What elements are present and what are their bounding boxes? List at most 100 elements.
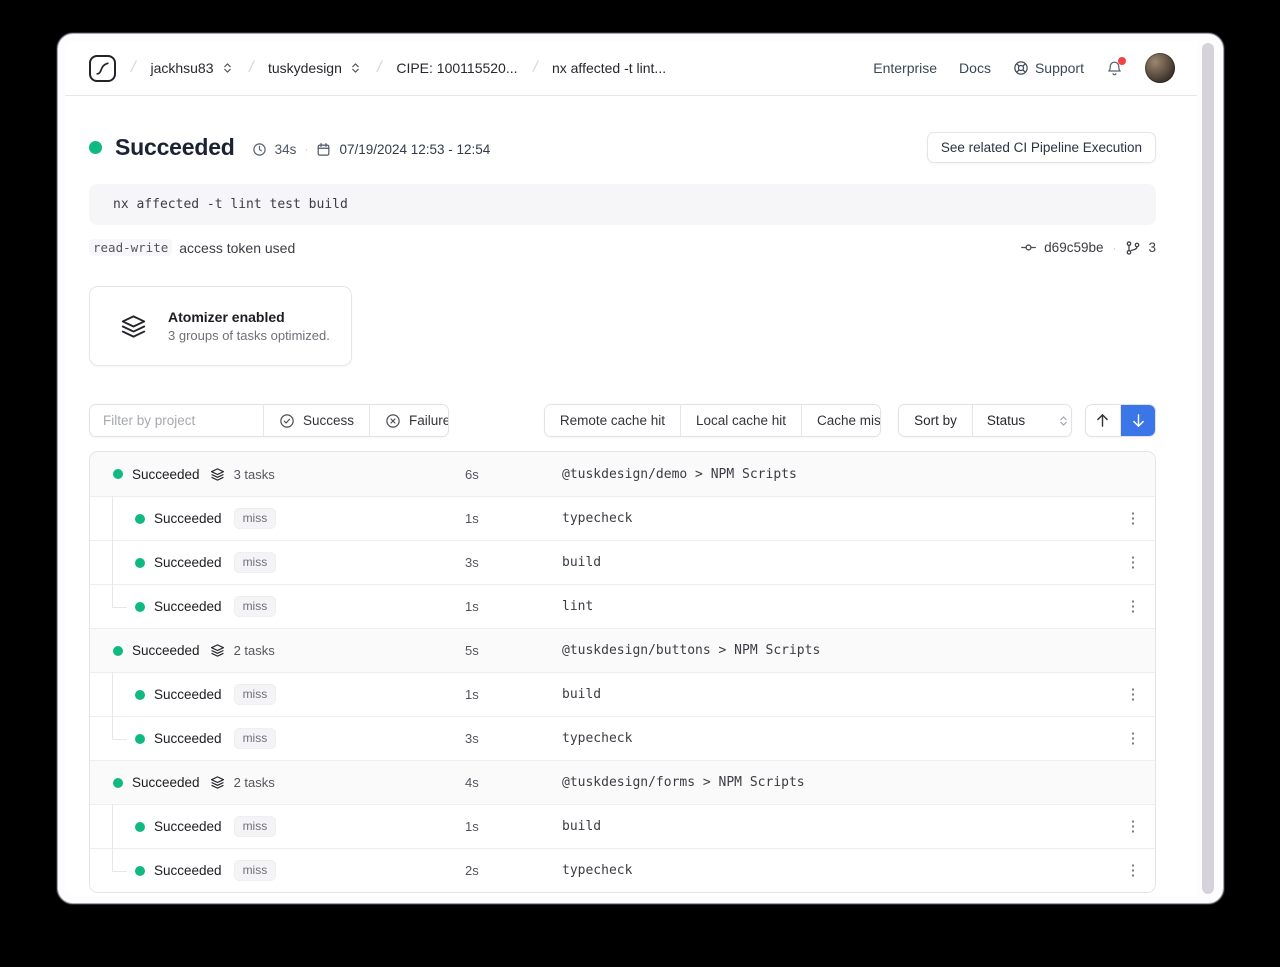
sort-ascending-button[interactable] <box>1086 405 1121 436</box>
status-label: Succeeded <box>154 511 222 526</box>
status-dot <box>135 513 145 524</box>
atomizer-title: Atomizer enabled <box>168 309 285 325</box>
row-menu-button[interactable]: ⋮ <box>1125 598 1141 615</box>
nav-link-support[interactable]: Support <box>1013 60 1084 76</box>
status-label: Succeeded <box>132 643 200 658</box>
row-menu-button[interactable]: ⋮ <box>1125 510 1141 527</box>
task-name: build <box>562 687 602 702</box>
breadcrumb-workspace-selector[interactable]: tuskydesign <box>268 60 362 76</box>
breadcrumb-cipe[interactable]: CIPE: 100115520... <box>396 60 517 76</box>
status-label: Succeeded <box>132 466 200 482</box>
row-menu-button[interactable]: ⋮ <box>1125 862 1141 879</box>
filter-cache-miss-button[interactable]: Cache miss <box>801 405 881 436</box>
app-content: / jackhsu83 / tuskydesign / CIPE: 100115… <box>65 41 1197 896</box>
tasks-count: 2 tasks <box>233 775 275 790</box>
status-dot <box>89 141 102 154</box>
task-row[interactable]: Succeeded miss 3s build ⋮ <box>90 540 1155 584</box>
row-menu-button[interactable]: ⋮ <box>1125 730 1141 747</box>
status-dot <box>113 777 123 788</box>
task-row[interactable]: Succeeded miss 1s build ⋮ <box>90 672 1155 716</box>
row-menu-button[interactable]: ⋮ <box>1125 686 1141 703</box>
filter-project-input[interactable] <box>90 405 263 436</box>
lifebuoy-icon <box>1014 61 1028 75</box>
breadcrumb-run[interactable]: nx affected -t lint... <box>552 60 666 76</box>
token-scope-chip: read-write <box>89 239 173 256</box>
task-row[interactable]: Succeeded miss 1s lint ⋮ <box>90 584 1155 628</box>
layers-icon <box>121 314 146 338</box>
arrow-up-icon <box>1097 414 1109 427</box>
task-duration: 3s <box>465 555 479 570</box>
task-name: lint <box>562 599 594 614</box>
run-date-range: 07/19/2024 12:53 - 12:54 <box>339 141 491 157</box>
layers-icon <box>210 776 224 789</box>
task-list: Succeeded 3 tasks 6s @tuskdesign/demo > … <box>89 451 1156 893</box>
commit-sha[interactable]: d69c59be <box>1044 240 1104 255</box>
nav-link-docs[interactable]: Docs <box>959 60 991 76</box>
group-project: @tuskdesign/demo > NPM Scripts <box>562 466 797 482</box>
clock-icon <box>252 142 266 156</box>
group-duration: 5s <box>465 643 479 658</box>
task-name: typecheck <box>562 731 633 746</box>
see-related-cipe-button[interactable]: See related CI Pipeline Execution <box>926 132 1156 163</box>
task-duration: 1s <box>465 599 479 614</box>
check-circle-icon <box>280 413 294 428</box>
filter-local-cache-hit-button[interactable]: Local cache hit <box>679 405 802 436</box>
filter-bar: Success Failures Remote cache hit Local … <box>89 404 1156 437</box>
sort-descending-button[interactable] <box>1120 405 1155 436</box>
group-project: @tuskdesign/buttons > NPM Scripts <box>562 643 821 658</box>
tasks-count: 3 tasks <box>233 466 275 482</box>
filter-failures-button[interactable]: Failures <box>369 405 449 436</box>
filter-remote-cache-hit-button[interactable]: Remote cache hit <box>544 405 680 436</box>
breadcrumb-divider: / <box>129 59 138 76</box>
nav-link-support-label: Support <box>1034 60 1084 76</box>
row-menu-button[interactable]: ⋮ <box>1125 554 1141 571</box>
task-duration: 3s <box>465 731 479 746</box>
filter-success-label: Success <box>303 413 355 428</box>
sort-by-label: Sort by <box>899 405 972 436</box>
task-row[interactable]: Succeeded miss 1s typecheck ⋮ <box>90 496 1155 540</box>
cache-status-badge: miss <box>233 508 277 529</box>
task-duration: 2s <box>465 863 479 878</box>
breadcrumb-divider: / <box>530 59 539 76</box>
breadcrumb-divider: / <box>375 59 384 76</box>
breadcrumb-divider: / <box>246 59 255 76</box>
task-group-row[interactable]: Succeeded 2 tasks 4s @tuskdesign/forms >… <box>90 760 1155 804</box>
top-nav: / jackhsu83 / tuskydesign / CIPE: 100115… <box>65 41 1197 96</box>
breadcrumb-cipe-label: CIPE: 100115520... <box>396 60 518 76</box>
user-avatar[interactable] <box>1145 53 1175 83</box>
row-menu-button[interactable]: ⋮ <box>1125 818 1141 835</box>
task-group-row[interactable]: Succeeded 2 tasks 5s @tuskdesign/buttons… <box>90 628 1155 672</box>
filter-success-button[interactable]: Success <box>263 405 370 436</box>
scrollbar[interactable] <box>1202 43 1214 894</box>
nx-cloud-logo-icon[interactable] <box>89 54 116 82</box>
nav-link-enterprise[interactable]: Enterprise <box>873 60 938 76</box>
task-row[interactable]: Succeeded miss 2s typecheck ⋮ <box>90 848 1155 892</box>
command-block: nx affected -t lint test build <box>89 184 1156 225</box>
task-name: build <box>562 819 602 834</box>
run-status-header: Succeeded 34s · 07/19/2024 12:53 - 12:54… <box>89 132 1156 163</box>
notifications-button[interactable] <box>1106 56 1126 77</box>
task-row[interactable]: Succeeded miss 1s build ⋮ <box>90 804 1155 848</box>
git-commit-icon <box>1021 244 1037 251</box>
task-row[interactable]: Succeeded miss 3s typecheck ⋮ <box>90 716 1155 760</box>
main-content: Succeeded 34s · 07/19/2024 12:53 - 12:54… <box>65 132 1197 893</box>
layers-icon <box>210 467 224 481</box>
sort-by-value: Status <box>986 413 1026 428</box>
cache-status-badge: miss <box>233 860 277 881</box>
group-project: @tuskdesign/forms > NPM Scripts <box>562 775 805 790</box>
chevron-up-down-icon <box>223 63 231 73</box>
sort-by-select[interactable]: Status <box>971 405 1071 436</box>
task-name: typecheck <box>562 511 633 526</box>
chevron-up-down-icon <box>352 63 359 73</box>
tasks-count: 2 tasks <box>233 643 275 658</box>
task-group-row[interactable]: Succeeded 3 tasks 6s @tuskdesign/demo > … <box>90 452 1155 496</box>
status-dot <box>135 689 145 700</box>
cache-status-badge: miss <box>233 816 277 837</box>
bell-icon <box>1108 60 1121 75</box>
breadcrumb-run-label: nx affected -t lint... <box>551 60 667 76</box>
filter-failures-label: Failures <box>409 413 448 428</box>
status-dot <box>113 645 123 656</box>
breadcrumb-org-selector[interactable]: jackhsu83 <box>150 60 233 76</box>
status-dot <box>113 469 123 479</box>
status-dot <box>135 865 145 876</box>
